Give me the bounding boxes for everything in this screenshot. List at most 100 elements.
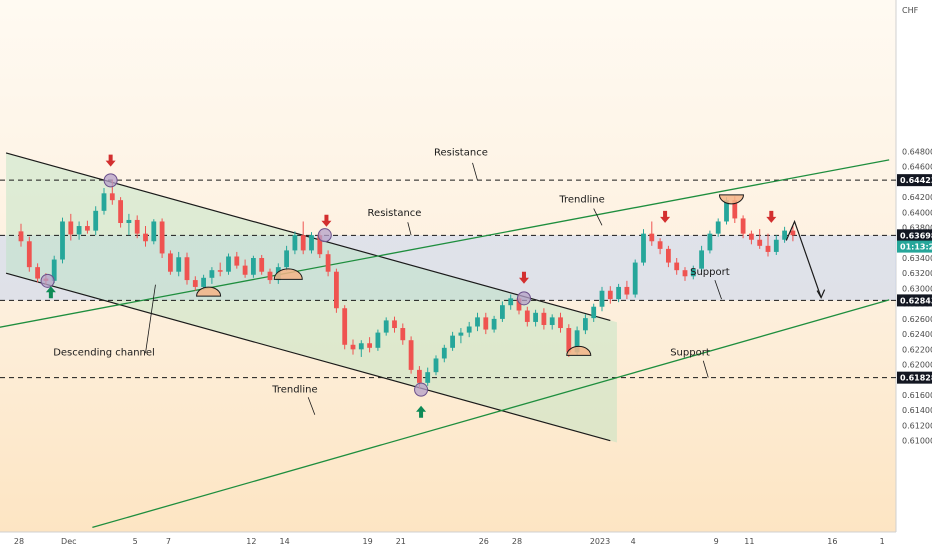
candle-body xyxy=(168,253,173,272)
candle xyxy=(143,226,148,247)
candle-body xyxy=(400,328,406,341)
time-tick-label: 12 xyxy=(246,537,256,546)
candle-body xyxy=(682,270,688,277)
candle-body xyxy=(433,358,439,373)
price-tag xyxy=(897,294,932,307)
candle xyxy=(392,316,397,333)
candle-body xyxy=(574,330,580,353)
candle-body xyxy=(599,290,605,307)
annotation-pointer xyxy=(145,284,156,354)
time-tick-label: 4 xyxy=(631,537,636,546)
candle-body xyxy=(491,318,497,330)
candle-body xyxy=(666,248,671,263)
annotation-pointer xyxy=(702,360,709,378)
candle-body xyxy=(441,347,447,359)
channel-lower-line xyxy=(5,272,611,442)
candle-body xyxy=(292,235,298,251)
projection-path xyxy=(785,219,822,298)
candle-body xyxy=(724,200,729,222)
candle-body xyxy=(707,233,713,251)
candle xyxy=(184,252,190,285)
candle-body xyxy=(284,250,289,268)
price-tick-label: 0.64600 xyxy=(902,163,932,172)
candle-body xyxy=(417,369,422,383)
candle-body xyxy=(383,320,389,333)
projection-arrow-icon xyxy=(785,219,826,299)
candle xyxy=(466,321,472,338)
candle-body xyxy=(93,210,99,231)
price-tag-label: 0.62843 xyxy=(900,296,932,305)
price-tick-label: 0.64000 xyxy=(902,208,932,217)
price-tag-label: 0.61828 xyxy=(900,374,932,383)
candle-body xyxy=(226,256,231,272)
candle xyxy=(749,230,754,245)
pivot-circle xyxy=(40,273,55,288)
price-axis-background xyxy=(896,0,932,550)
time-tick-label: Dec xyxy=(61,537,76,546)
candle-body xyxy=(18,231,24,242)
candle-body xyxy=(143,233,148,242)
time-tick-label: 7 xyxy=(166,537,171,546)
candle xyxy=(251,255,256,278)
price-tick-label: 0.64200 xyxy=(902,193,932,202)
candle xyxy=(599,286,605,312)
price-tick-label: 0.62400 xyxy=(902,330,932,339)
candle-body xyxy=(749,233,754,240)
down-arrow-icon xyxy=(105,154,116,167)
candle-body xyxy=(475,317,480,327)
annotation-pointer xyxy=(714,279,722,300)
candle xyxy=(782,226,787,243)
time-tick-label: 28 xyxy=(512,537,522,546)
candle xyxy=(242,259,248,278)
candle-body xyxy=(773,239,779,252)
candle xyxy=(18,223,24,247)
time-tick-label: 28 xyxy=(14,537,24,546)
candle-body xyxy=(85,226,90,231)
candle-body xyxy=(151,221,157,242)
down-arrow-icon xyxy=(766,210,777,223)
candle-body xyxy=(234,256,240,266)
candle-body xyxy=(649,233,655,242)
candle xyxy=(350,339,356,355)
candle xyxy=(657,238,663,255)
candle xyxy=(284,245,289,271)
pivot-circle xyxy=(414,382,429,397)
price-tag xyxy=(897,371,932,384)
candle xyxy=(533,309,538,327)
candle-body xyxy=(616,286,621,300)
candle-body xyxy=(657,241,663,249)
candle-body xyxy=(358,343,364,350)
candle xyxy=(342,305,348,350)
price-tag-label: 0.63698 xyxy=(900,231,932,240)
candle-body xyxy=(159,221,165,254)
candle xyxy=(740,215,746,239)
candle-body xyxy=(325,254,331,272)
time-tick-label: 5 xyxy=(133,537,138,546)
time-tick-label: 11 xyxy=(744,537,754,546)
candle xyxy=(649,221,655,246)
candle-body xyxy=(209,270,215,278)
candle-body xyxy=(632,262,638,295)
candle-body xyxy=(68,221,74,235)
candle xyxy=(176,251,182,277)
candle xyxy=(549,314,555,330)
candle xyxy=(267,268,273,284)
candle-body xyxy=(483,317,489,330)
candle-body xyxy=(51,259,57,281)
candle-body xyxy=(192,280,198,287)
candle xyxy=(765,233,771,257)
price-tick-label: 0.61000 xyxy=(902,437,932,446)
candle xyxy=(325,250,331,277)
candle xyxy=(383,317,389,336)
candle-body xyxy=(450,335,455,348)
candle-body xyxy=(176,257,182,272)
candle-body xyxy=(408,340,414,370)
candle xyxy=(400,323,406,345)
price-tick-label: 0.63000 xyxy=(902,284,932,293)
down-arrow-icon xyxy=(518,271,529,284)
candle-body xyxy=(76,226,82,235)
price-tag xyxy=(897,240,932,253)
candle-body xyxy=(375,332,381,348)
price-tag-label: 0.64423 xyxy=(900,176,932,185)
